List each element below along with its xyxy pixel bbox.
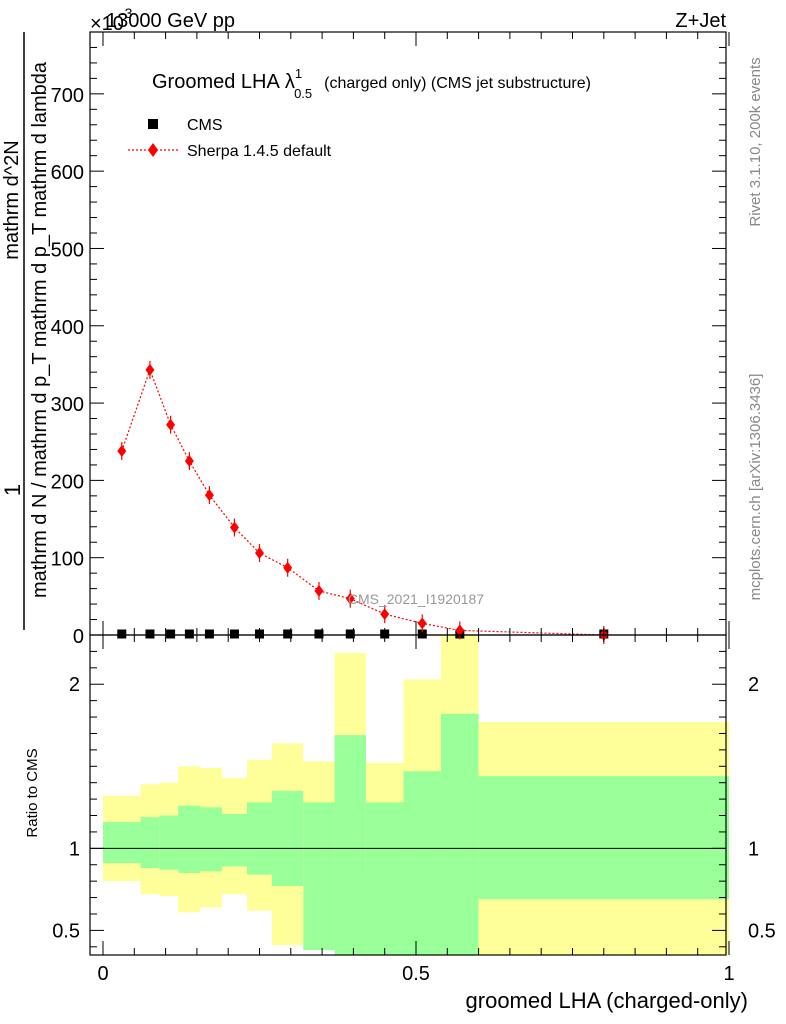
ratio-inner-band-bin <box>140 817 160 869</box>
ratio-inner-band-bin <box>103 822 141 864</box>
legend-sherpa-marker <box>148 143 158 157</box>
sherpa-data-point <box>229 521 239 534</box>
legend-cms-marker <box>148 119 158 129</box>
main-y-tick-label: 100 <box>51 549 84 571</box>
sherpa-data-point <box>380 608 390 621</box>
cms-data-point <box>204 629 214 639</box>
ratio-plot-frame <box>89 634 727 956</box>
axis-ticks <box>90 31 730 955</box>
legend-sherpa-label: Sherpa 1.4.5 default <box>187 143 332 160</box>
chart-title: Groomed LHA λ1 0.5(charged only) (CMS jet … <box>152 66 591 101</box>
axis-tick-labels: 0 100 200 300 400 500 600 700 0 0.5 1 0.5 0.5 1 1 2 2 <box>51 85 776 985</box>
ratio-inner-band-bin <box>478 776 729 900</box>
cms-data-point <box>314 629 324 639</box>
cms-data-point <box>145 629 155 639</box>
x-tick-label: 1 <box>723 963 734 985</box>
main-y-tick-label: 700 <box>51 85 84 107</box>
ratio-inner-band-bin <box>365 802 404 955</box>
header-process: Z+Jet <box>675 10 726 32</box>
sherpa-data-point <box>255 547 264 560</box>
ratio-bands <box>103 635 729 955</box>
x-axis-label: groomed LHA (charged-only) <box>466 988 748 1013</box>
sherpa-data-point <box>184 455 194 468</box>
ratio-inner-band-bin <box>403 771 442 955</box>
sherpa-data-point <box>166 418 176 431</box>
ratio-y-tick-label-right: 0.5 <box>748 920 776 942</box>
main-y-tick-label: 400 <box>51 317 84 339</box>
ratio-inner-band-bin <box>221 813 247 867</box>
side-label-mcplots: mcplots.cern.ch [arXiv:1306.3436] <box>747 374 764 601</box>
main-plot-frame <box>89 31 727 636</box>
y-axis-label-right: mathrm d^2N <box>1 140 23 259</box>
y-axis-label-numerator: 1 <box>0 484 25 496</box>
cms-data-point <box>166 629 176 639</box>
main-y-tick-label: 0 <box>73 626 84 648</box>
legend-cms-label: CMS <box>187 117 223 134</box>
x-tick-label: 0.5 <box>402 963 430 985</box>
x-tick-label: 0 <box>97 963 108 985</box>
ratio-inner-band-bin <box>441 713 479 955</box>
sherpa-data-point <box>204 489 214 502</box>
ratio-inner-band-bin <box>272 790 304 887</box>
main-y-tick-label: 600 <box>51 162 84 184</box>
main-y-tick-label: 300 <box>51 394 84 416</box>
sherpa-data-point <box>117 445 127 458</box>
ratio-inner-band-bin <box>334 735 366 955</box>
legend: CMS Sherpa 1.4.5 default <box>128 117 332 160</box>
ratio-y-tick-label: 0.5 <box>52 920 80 942</box>
ratio-y-tick-label: 1 <box>69 838 80 860</box>
ratio-inner-band-bin <box>178 805 201 873</box>
exponent-power: -3 <box>120 5 133 21</box>
main-y-tick-label: 200 <box>51 471 84 493</box>
y-axis-label-denominator: mathrm d N / mathrm d p_T mathrm d p_T m… <box>29 61 51 598</box>
sherpa-data-point <box>283 561 293 574</box>
ratio-inner-band-bin <box>200 807 222 872</box>
cms-data-point <box>417 629 427 639</box>
sherpa-data-point <box>455 624 465 637</box>
ratio-y-tick-label: 2 <box>69 674 80 696</box>
cms-data-point <box>345 629 355 639</box>
sherpa-data-point <box>145 363 155 376</box>
cms-data-point <box>283 629 293 639</box>
cms-data-point <box>184 629 194 639</box>
main-y-tick-label: 500 <box>51 239 84 261</box>
header-energy: 13000 GeV pp <box>106 10 235 32</box>
exponent-label: ×10 <box>90 13 124 35</box>
side-label-rivet: Rivet 3.1.10, 200k events <box>747 57 764 226</box>
ratio-inner-band-bin <box>303 802 335 951</box>
main-series-marks <box>117 360 609 644</box>
sherpa-data-point <box>314 584 324 597</box>
sherpa-series-line <box>121 368 604 636</box>
ratio-y-tick-label-right: 1 <box>748 838 759 860</box>
sherpa-data-point <box>417 617 427 630</box>
ratio-y-tick-label-right: 2 <box>748 674 759 696</box>
cms-data-point <box>229 629 239 639</box>
ratio-y-axis-label: Ratio to CMS <box>24 748 41 837</box>
ratio-inner-band-bin <box>246 802 273 875</box>
ratio-inner-band-bin <box>159 815 179 870</box>
sherpa-data-point <box>345 592 355 605</box>
cms-data-point <box>117 629 127 639</box>
analysis-watermark: CMS_2021_I1920187 <box>348 591 484 607</box>
